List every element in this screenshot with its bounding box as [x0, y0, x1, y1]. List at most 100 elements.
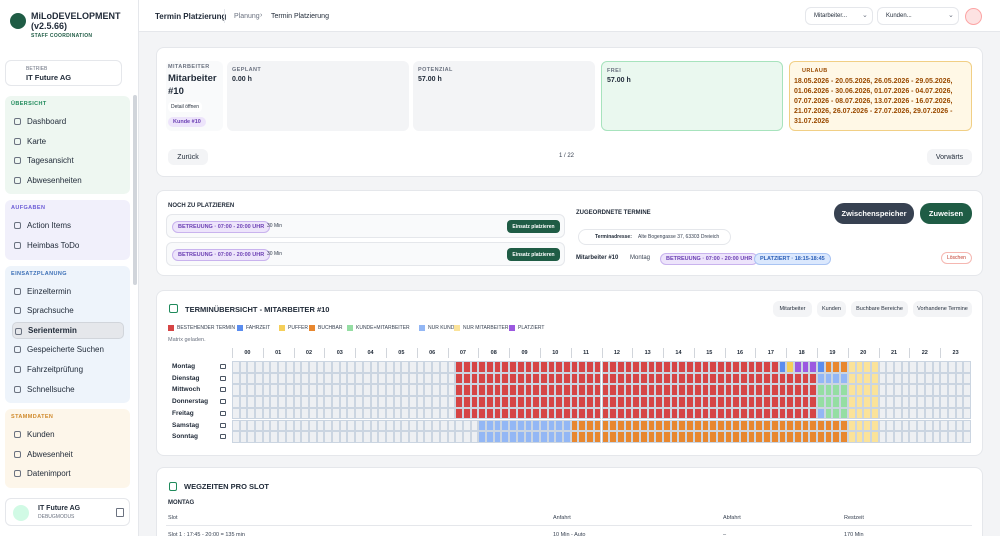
hour-label: 11	[583, 350, 589, 356]
breadcrumb[interactable]: Planung	[234, 13, 260, 20]
slot-cell	[378, 396, 386, 408]
nav-item[interactable]: Dashboard	[12, 113, 124, 130]
company-select[interactable]: BETRIEB IT Future AG	[5, 60, 122, 86]
slot-cell	[316, 396, 325, 408]
slot-cell	[840, 384, 848, 397]
filter-button[interactable]: Kunden	[817, 301, 846, 317]
nav-item[interactable]: Datenimport	[12, 465, 124, 482]
slot-cell	[524, 384, 533, 397]
slot-cell	[555, 419, 563, 432]
slot-cell	[578, 419, 587, 432]
slot-cell	[663, 361, 671, 373]
slot-cell	[316, 361, 325, 373]
settings-button[interactable]	[965, 8, 982, 25]
open-title: NOCH ZU PLATZIEREN	[168, 203, 235, 209]
slot-cell	[563, 361, 571, 373]
slot-cell	[740, 431, 748, 443]
employee-box: MITARBEITER Mitarbeiter #10 Detail öffnen K…	[166, 61, 223, 131]
hour-label: 10	[552, 350, 559, 356]
travel-title: WEGZEITEN PRO SLOT	[184, 482, 270, 491]
slot-cell	[547, 372, 556, 385]
slot-cell	[555, 361, 563, 373]
place-button[interactable]: Einsatz platzieren	[507, 220, 560, 233]
slot-cell	[285, 407, 294, 420]
nav-item[interactable]: Abwesenheit	[12, 446, 124, 463]
hour-label: 12	[613, 350, 620, 356]
delete-button[interactable]: Löschen	[941, 252, 972, 264]
save-button[interactable]: Zwischenspeicher	[834, 203, 914, 224]
slot-cell	[670, 407, 679, 420]
hour-divider	[786, 348, 787, 358]
slot-cell	[455, 419, 463, 432]
filter-button[interactable]: Buchbare Bereiche	[851, 301, 908, 317]
customer-tag[interactable]: Kunde #10	[168, 117, 206, 127]
nav-item[interactable]: Karte	[12, 133, 124, 150]
hour-divider	[385, 348, 387, 358]
slot-cell	[878, 361, 887, 373]
legend-swatch	[279, 325, 285, 331]
nav-item[interactable]: Sprachsuche	[12, 302, 124, 319]
select[interactable]: Kunden... ⌄	[877, 7, 959, 25]
slot-cell	[285, 431, 294, 443]
nav-item[interactable]: Serientermin	[12, 321, 124, 339]
nav-item[interactable]: Gespeicherte Suchen	[12, 341, 124, 358]
nav-item[interactable]: Heimbas ToDo	[12, 237, 124, 254]
slot-cell	[301, 361, 309, 373]
filter-button[interactable]: Vorhandene Termine	[913, 301, 972, 317]
nav-item[interactable]: Abwesenheiten	[12, 172, 124, 189]
hour-divider	[632, 348, 633, 358]
slot-cell	[932, 384, 941, 397]
select[interactable]: Mitarbeiter... ⌄	[805, 7, 873, 25]
prev-button[interactable]: Zurück	[168, 149, 208, 165]
slot-cell	[840, 361, 848, 373]
section-title: EINSATZPLANUNG	[11, 270, 67, 277]
place-button[interactable]: Einsatz platzieren	[507, 248, 560, 261]
assign-button[interactable]: Zuweisen	[920, 203, 972, 224]
nav-item[interactable]: Schnellsuche	[12, 381, 124, 398]
slot-cell	[609, 419, 617, 432]
slot-cell	[316, 384, 325, 397]
open-item: BETREUUNG · 07:00 - 20:00 UHR 30 Min Einsa…	[166, 242, 565, 266]
slot-cell	[609, 431, 617, 443]
slot-cell	[963, 431, 971, 443]
slot-cell	[278, 361, 286, 373]
legend-label: KUNDE+MITARBEITER	[356, 325, 410, 331]
nav-item[interactable]: Action Items	[12, 217, 124, 234]
slot-cell	[393, 372, 402, 385]
slot-cell	[786, 396, 794, 408]
slot-cell	[740, 407, 748, 420]
nav-item[interactable]: Einzeltermin	[12, 283, 124, 300]
slot-cell	[955, 396, 964, 408]
slot-cell	[532, 431, 540, 443]
slot-cell	[855, 396, 864, 408]
slot-cell	[401, 396, 410, 408]
nav-item[interactable]: Tagesansicht	[12, 152, 124, 169]
address-label: Terminadresse:	[595, 234, 632, 240]
slot-cell	[786, 419, 794, 432]
slot-cell	[255, 407, 263, 420]
detail-button[interactable]: Detail öffnen	[168, 102, 202, 112]
nav-section	[5, 200, 130, 260]
slot-cell	[663, 419, 671, 432]
day-label: Freitag	[172, 409, 194, 417]
nav-label: Einzeltermin	[27, 286, 72, 296]
hour-divider	[817, 348, 818, 358]
nav-icon	[14, 137, 21, 145]
slot-cell	[478, 407, 487, 420]
logout[interactable]	[116, 508, 124, 517]
slot-cell	[293, 372, 302, 385]
slot-cell	[809, 361, 818, 373]
slot-cell	[493, 419, 502, 432]
next-button[interactable]: Vorwärts	[927, 149, 972, 165]
slot-cell	[878, 396, 887, 408]
hour-label: 15	[706, 350, 713, 356]
slot-cell	[940, 419, 948, 432]
slot-cell	[516, 396, 525, 408]
slot-cell	[232, 384, 240, 397]
slot-cell	[832, 431, 841, 443]
nav-item[interactable]: Kunden	[12, 426, 124, 443]
nav-item[interactable]: Fahrzeitprüfung	[12, 361, 124, 378]
slot-cell	[709, 361, 717, 373]
filter-button[interactable]: Mitarbeiter	[773, 301, 812, 317]
chevron: ⌄	[948, 12, 954, 19]
